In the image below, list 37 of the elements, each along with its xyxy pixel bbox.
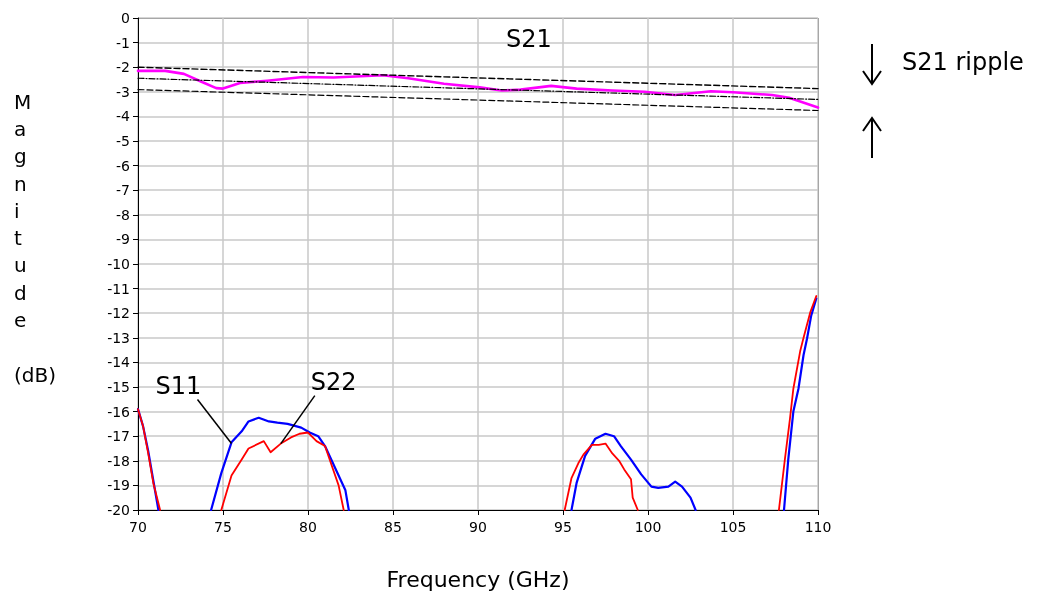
y-tick-label: -9 [116, 231, 130, 248]
x-tick-label: 90 [469, 519, 487, 535]
y-tick-label: -12 [107, 305, 130, 322]
x-tick-label: 105 [719, 519, 747, 535]
text: Magnitude (dB) [14, 89, 57, 387]
x-tick-label: 85 [384, 519, 402, 535]
line-series [136, 69, 820, 109]
x-tick-label: 75 [214, 519, 232, 535]
y-tick-label: -10 [107, 256, 130, 272]
x-tick-label: 80 [299, 519, 317, 535]
annotation: S22 [310, 367, 357, 396]
y-tick-label: -6 [116, 157, 131, 174]
y-tick-label: -19 [107, 477, 130, 494]
y-tick-label: -13 [107, 329, 130, 346]
annotation: S11 [155, 371, 202, 400]
x-tick-label: 110 [804, 519, 832, 535]
x-tick-label: 100 [634, 519, 662, 535]
x-axis-title: Frequency (GHz) [386, 566, 570, 592]
y-tick-label: 0 [121, 10, 130, 26]
y-tick-label: -14 [107, 354, 131, 371]
y-tick-label: -18 [107, 452, 130, 469]
y-tick-label: -5 [116, 133, 130, 149]
y-tick-label: -16 [107, 403, 131, 420]
y-tick-label: -1 [116, 34, 130, 51]
annotation: S21 [506, 25, 552, 54]
y-tick-label: -11 [107, 280, 130, 297]
y-tick-label: -3 [116, 83, 130, 100]
y-tick-label: -2 [116, 59, 130, 76]
text: S21 ripple [902, 48, 1024, 76]
x-tick-label: 95 [554, 519, 572, 535]
x-tick-label: 70 [129, 519, 147, 535]
y-tick-label: -8 [116, 206, 130, 223]
y-tick-label: -17 [107, 428, 130, 445]
y-tick-label: -15 [107, 379, 130, 395]
y-tick-label: -7 [116, 182, 130, 199]
y-tick-label: -4 [116, 108, 131, 125]
y-tick-label: -20 [107, 502, 130, 518]
